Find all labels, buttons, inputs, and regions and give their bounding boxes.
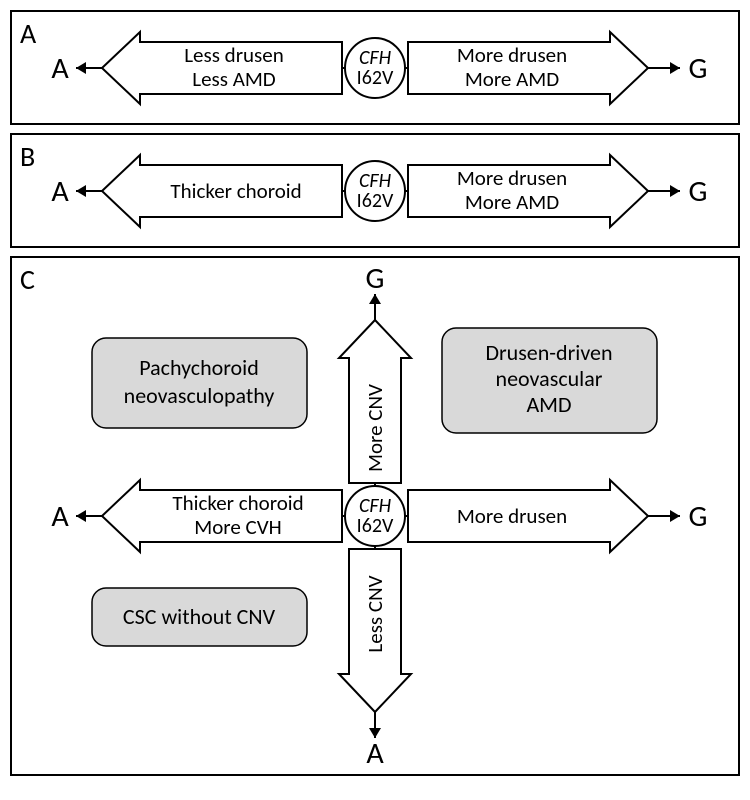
box-top-right-line1: Drusen-driven [485, 339, 612, 366]
box-top-left-line2: neovasculopathy [124, 382, 275, 409]
panel-b: B A G Thicker choroid More drusen More A… [10, 133, 740, 248]
panel-b-right-text-1: More drusen [457, 165, 567, 191]
panel-c-left-text-1: Thicker choroid [172, 490, 303, 516]
panel-c: C Pachychoroid neovasculopathy Drusen-dr… [10, 256, 740, 776]
panel-a-left-letter: A [51, 50, 69, 87]
panel-a-left-text-1: Less drusen [184, 42, 284, 68]
panel-c-node-line2: I62V [357, 514, 394, 538]
panel-b-left-letter: A [51, 173, 69, 210]
box-top-right-line2: neovascular [496, 365, 603, 392]
panel-a-left-text-2: Less AMD [192, 66, 276, 92]
panel-c-down-text: Less CNV [362, 575, 388, 652]
panel-c-left-text-2: More CVH [194, 514, 281, 540]
panel-b-left-text-1: Thicker choroid [170, 178, 301, 204]
panel-c-up-text: More CNV [362, 384, 388, 472]
panel-c-svg: Pachychoroid neovasculopathy Drusen-driv… [12, 258, 738, 774]
panel-b-svg: A G Thicker choroid More drusen More AMD… [12, 135, 738, 246]
panel-a-svg: A G Less drusen Less AMD More drusen Mor… [12, 12, 738, 123]
panel-c-label: C [20, 262, 35, 297]
box-top-right-line3: AMD [526, 391, 571, 418]
panel-c-top-letter: G [366, 260, 385, 297]
panel-a: A A G Less drusen Less AMD More drusen M… [10, 10, 740, 125]
panel-a-label: A [20, 16, 36, 51]
panel-a-right-text-2: More AMD [465, 66, 559, 92]
panel-a-right-letter: G [689, 50, 708, 87]
panel-a-node-line2: I62V [357, 66, 394, 90]
box-top-left-line1: Pachychoroid [139, 354, 259, 381]
panel-b-label: B [20, 139, 35, 174]
panel-b-right-letter: G [689, 173, 708, 210]
panel-c-left-letter: A [51, 498, 69, 535]
panel-b-node-line2: I62V [357, 189, 394, 213]
panel-c-right-letter: G [689, 498, 708, 535]
panel-a-right-text-1: More drusen [457, 42, 567, 68]
panel-b-right-text-2: More AMD [465, 189, 559, 215]
box-bottom-left-line1: CSC without CNV [123, 603, 276, 630]
panel-c-right-text-1: More drusen [457, 503, 567, 529]
panel-c-bottom-letter: A [366, 735, 384, 772]
